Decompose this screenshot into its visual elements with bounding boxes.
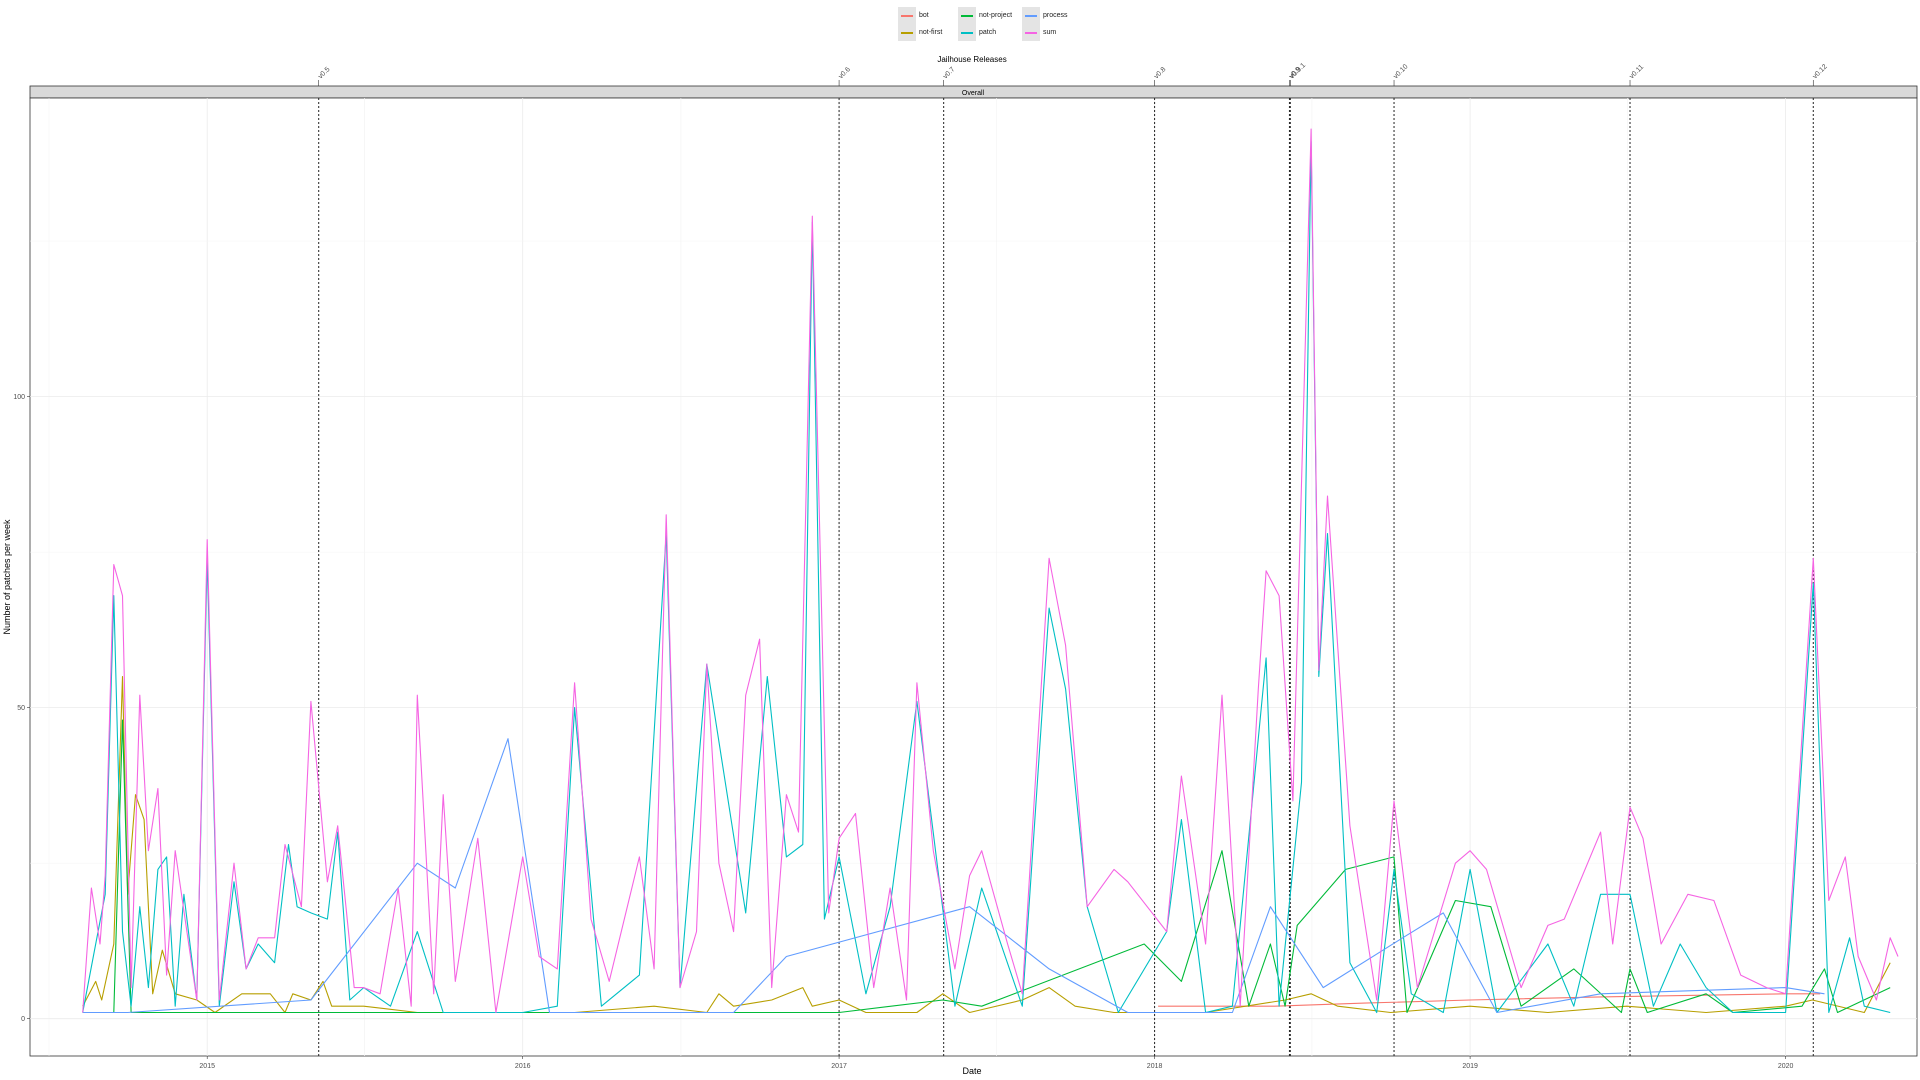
legend-item-process: process — [1022, 7, 1074, 24]
series-line-process — [82, 738, 1825, 1014]
legend-item-sum: sum — [1022, 24, 1074, 41]
legend-key-not-project — [958, 7, 976, 24]
series-line-sum — [82, 128, 1899, 1014]
legend-label-sum: sum — [1043, 29, 1057, 36]
release-label: v0.7 — [942, 66, 956, 80]
facet-strip-label: Overall — [962, 90, 985, 97]
x-tick-label: 2018 — [1147, 1063, 1163, 1070]
release-label: v0.5 — [317, 66, 331, 80]
release-label: v0.10 — [1392, 63, 1409, 80]
x-tick-label: 2016 — [515, 1063, 531, 1070]
release-label: v0.11 — [1628, 64, 1645, 81]
legend-key-sum — [1022, 24, 1040, 41]
x-tick-label: 2015 — [199, 1063, 215, 1070]
y-tick-label: 100 — [13, 394, 25, 401]
release-label: v0.12 — [1812, 63, 1829, 80]
release-label: v0.8 — [1153, 66, 1167, 80]
series-line-not-first — [82, 675, 1891, 1014]
axes: 2015 2016 2017 2018 2019 2020 0 50 100 — [13, 394, 1793, 1070]
release-label: v0.6 — [838, 66, 852, 80]
x-tick-label: 2017 — [831, 1063, 847, 1070]
legend-item-bot: bot — [898, 7, 950, 24]
legend-item-not-first: not-first — [898, 24, 950, 41]
x-axis-title: Date — [962, 1066, 981, 1076]
x-tick-label: 2019 — [1462, 1063, 1478, 1070]
x-tick-label: 2020 — [1778, 1063, 1794, 1070]
legend-label-not-project: not-project — [979, 12, 1013, 19]
series-lines — [82, 128, 1899, 1014]
legend-label-patch: patch — [979, 29, 997, 36]
legend-label-process: process — [1043, 12, 1068, 19]
legend-key-bot — [898, 7, 916, 24]
legend-item-patch: patch — [958, 24, 1014, 41]
legend-key-not-first — [898, 24, 916, 41]
legend-label-not-first: not-first — [919, 29, 943, 36]
secondary-axis-title: Jailhouse Releases — [937, 55, 1006, 64]
legend-item-not-project: not-project — [958, 7, 1014, 24]
legend: bot not-project process not-first patch … — [898, 7, 1074, 41]
y-tick-label: 50 — [17, 705, 25, 712]
y-tick-label: 0 — [21, 1016, 25, 1023]
legend-key-patch — [958, 24, 976, 41]
legend-label-bot: bot — [919, 12, 929, 19]
legend-key-process — [1022, 7, 1040, 24]
y-axis-title: Number of patches per week — [2, 519, 12, 635]
